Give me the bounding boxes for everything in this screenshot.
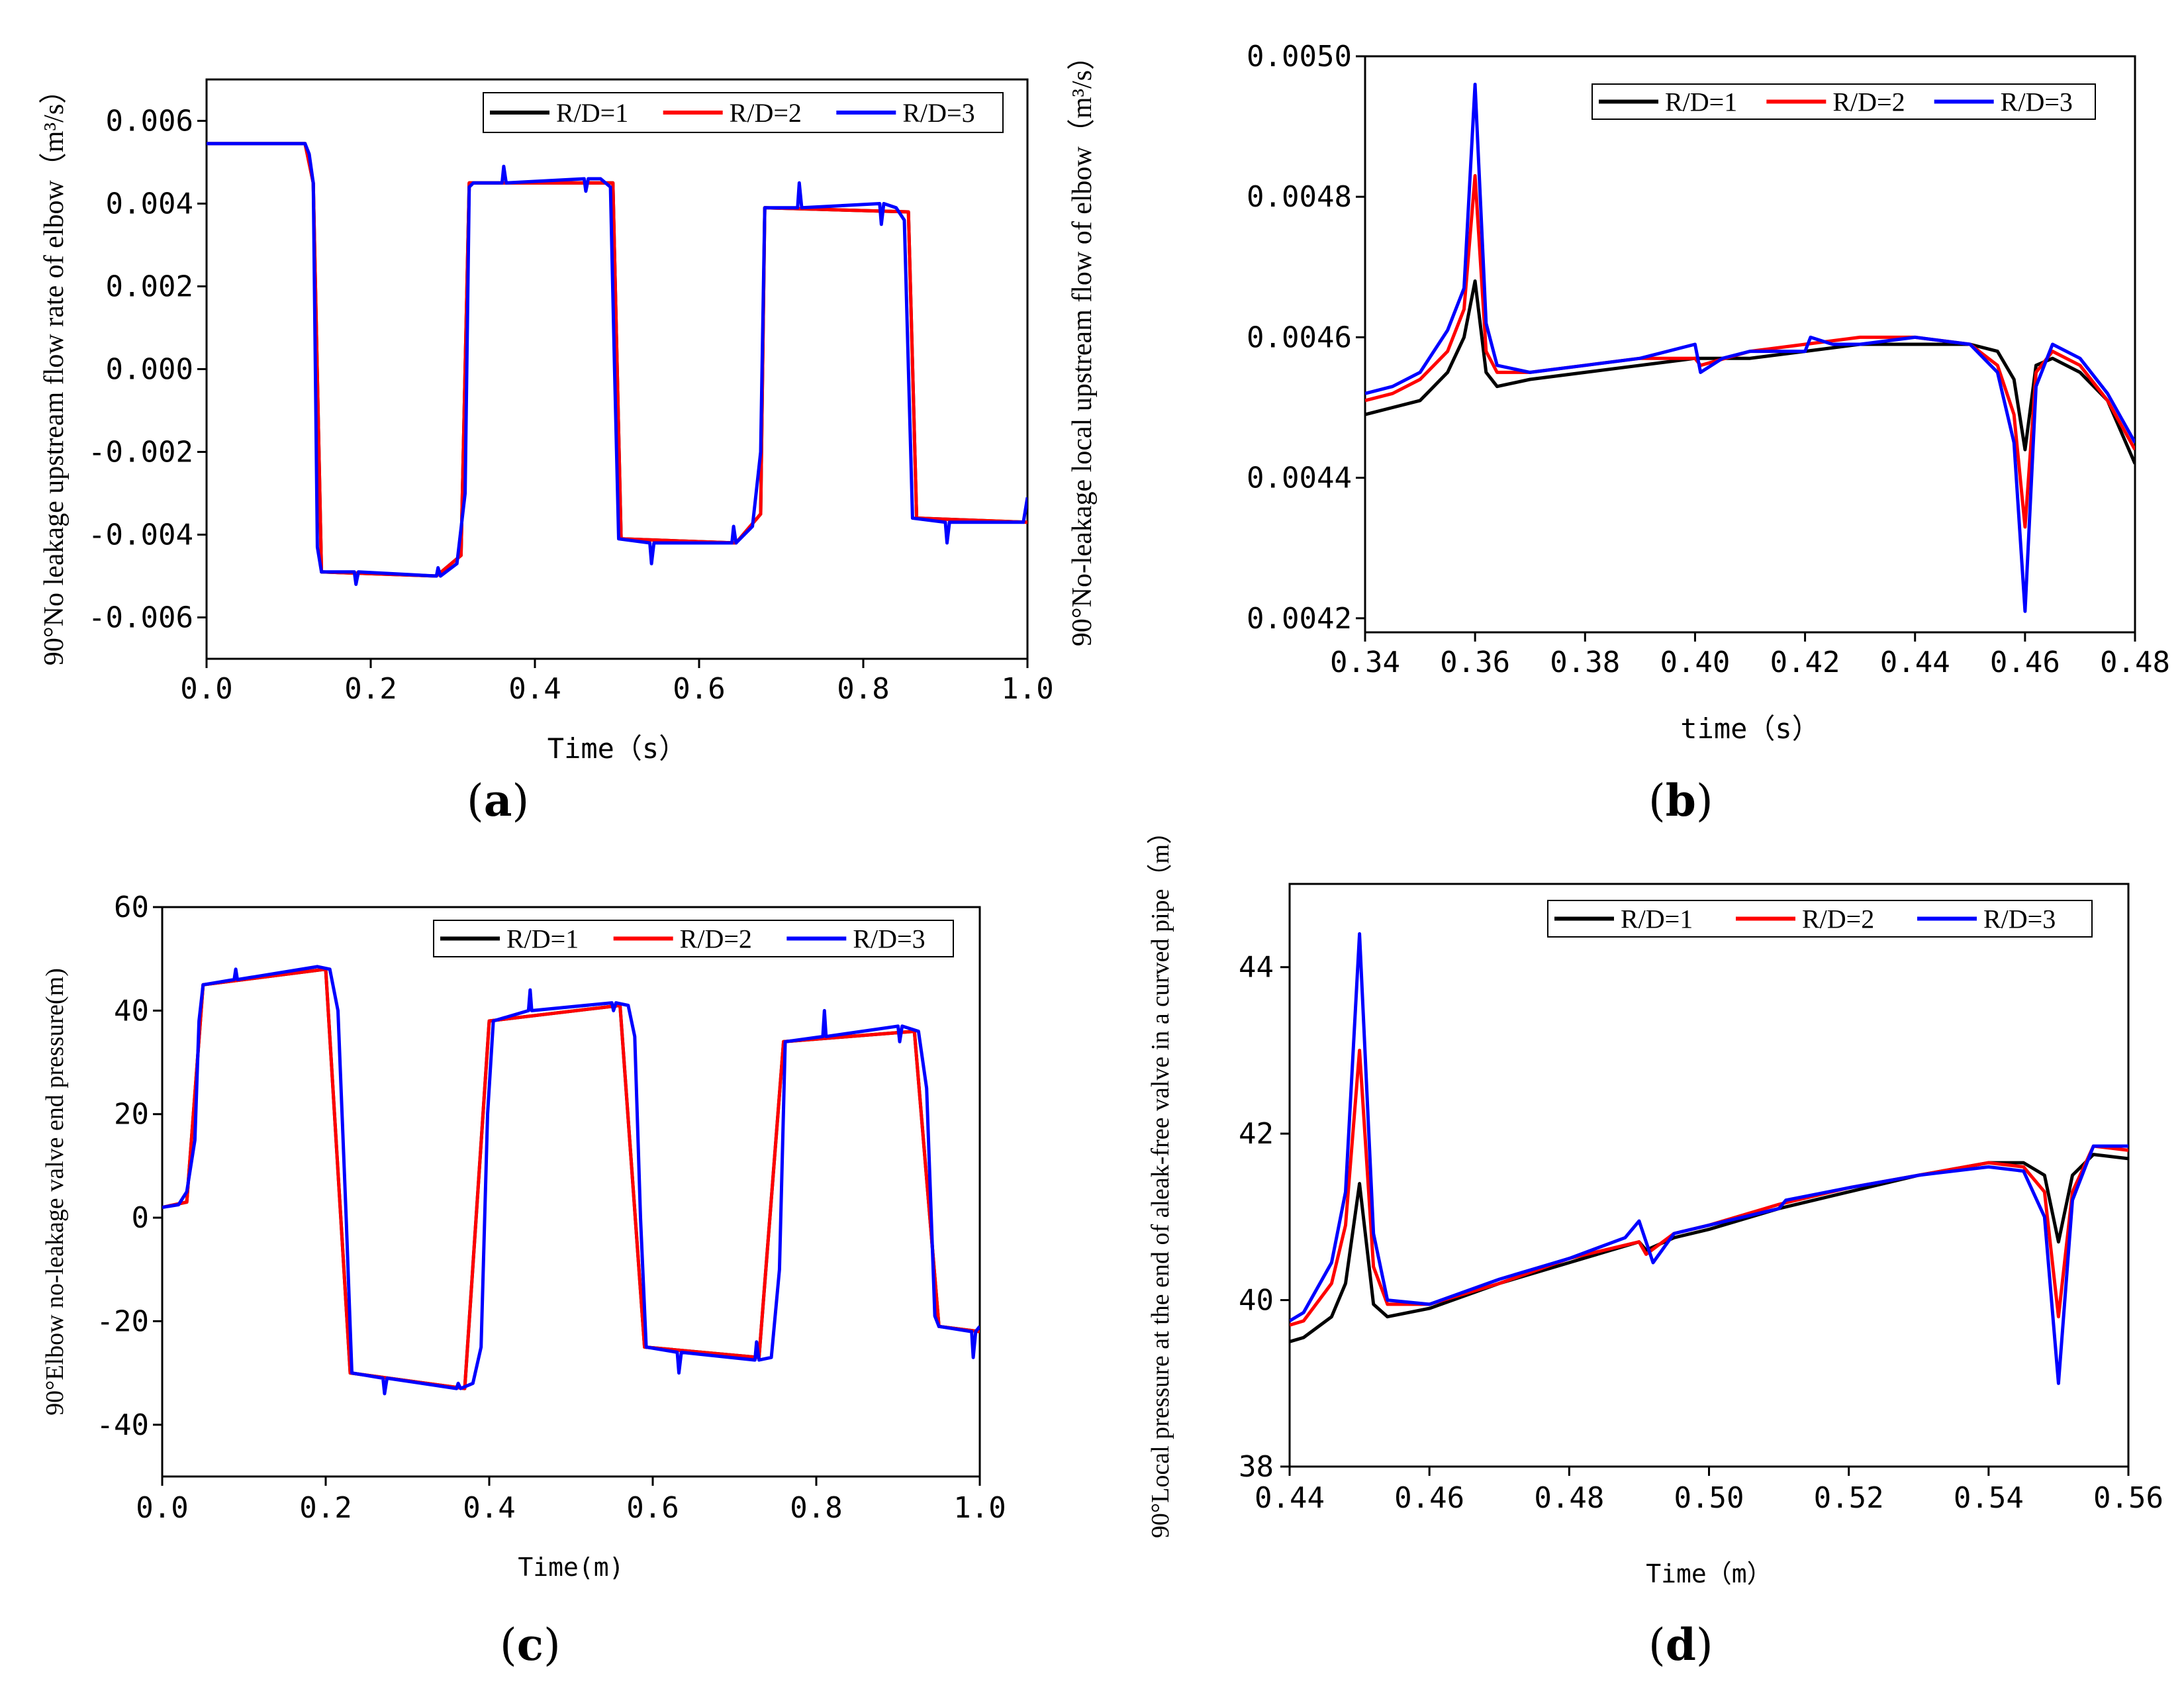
legend-label-2: R/D=2 [730,98,802,128]
chart-c-caption: (c) [500,1619,561,1671]
x-tick-label: 0.44 [1880,646,1950,679]
x-tick-label: 0.2 [344,672,397,706]
y-tick-label: 0.000 [106,353,193,387]
y-tick-label: -40 [97,1408,149,1442]
series-line-3 [162,965,980,1396]
x-tick-label: 0.4 [463,1491,515,1525]
y-tick-label: 0.0048 [1247,180,1352,214]
y-tick-label: 42 [1239,1117,1274,1151]
legend-label-1: R/D=1 [506,924,579,954]
x-tick-label: 0.42 [1770,646,1840,679]
legend-label-3: R/D=3 [2001,87,2073,117]
x-tick-label: 0.54 [1954,1481,2024,1515]
x-tick-label: 0.44 [1255,1481,1325,1515]
chart-d-panel: 0.44 0.46 0.48 0.50 0.52 0.54 0.56 44 42 40 38 R/D=… [1092,819,2184,1695]
series-group [207,142,1027,586]
legend-label-2: R/D=2 [1832,87,1905,117]
series-line-1 [1290,1153,2128,1343]
legend-label-2: R/D=2 [680,924,752,954]
x-tick-label: 0.36 [1440,646,1510,679]
chart-b-panel: 0.34 0.36 0.38 0.40 0.42 0.44 0.46 0.48 0.0050 0.… [1067,0,2184,828]
legend-box [1547,900,2093,938]
y-tick-label: -0.002 [88,436,193,469]
x-tick-label: 0.8 [790,1491,842,1525]
x-tick-label: 0.0 [180,672,232,706]
series-line-1 [1365,279,2135,465]
y-axis-label: 90°No leakage upstream flow rate of elbo… [39,76,70,665]
legend-box [433,920,954,957]
series-group [1290,932,2128,1385]
x-tick-label: 1.0 [1001,672,1053,706]
y-tick-label: 40 [1239,1284,1274,1318]
x-axis-label: Time（m） [1646,1559,1772,1588]
y-axis-label: 90°Local pressure at the end of aleak-fr… [1147,819,1174,1538]
y-tick-label: 0.006 [106,105,193,138]
x-tick-label: 0.48 [2100,646,2170,679]
x-tick-label: 0.8 [837,672,889,706]
y-tick-label: 0.0050 [1247,40,1352,73]
x-tick-label: 0.34 [1330,646,1400,679]
y-tick-label: 44 [1239,951,1274,985]
legend-box [483,92,1004,133]
y-tick-label: 60 [114,891,149,924]
chart-b-caption: (b) [1648,775,1713,826]
y-tick-label: -0.006 [88,601,193,635]
chart-a-svg: 0.0 0.2 0.4 0.6 0.8 1.0 0.006 0.004 0.002 0.000 -0… [39,76,1054,765]
chart-d-svg: 0.44 0.46 0.48 0.50 0.52 0.54 0.56 44 42 40 38 R/D=… [1147,819,2163,1588]
plot-frame [1288,883,2130,1468]
y-axis-label: 90°Elbow no-leakage valve end pressure(m… [41,968,69,1416]
chart-c-svg: 0.0 0.2 0.4 0.6 0.8 1.0 60 40 20 0 -20 -40 R/D=1 R/D=… [41,891,1006,1582]
chart-b-svg: 0.34 0.36 0.38 0.40 0.42 0.44 0.46 0.48 0.0050 0.… [1067,40,2170,745]
x-tick-label: 1.0 [953,1491,1006,1525]
chart-d-caption: (d) [1648,1619,1713,1671]
chart-a-panel: 0.0 0.2 0.4 0.6 0.8 1.0 0.006 0.004 0.002 0.000 -0… [0,0,1086,828]
legend-label-1: R/D=1 [556,98,628,128]
y-axis-label: 90°No-leakage local upstream flow of elb… [1067,42,1098,646]
y-tick-label: -20 [97,1304,149,1338]
x-tick-label: 0.40 [1660,646,1730,679]
y-tick-label: 20 [114,1098,149,1132]
x-tick-label: 0.6 [626,1491,679,1525]
x-tick-label: 0.0 [136,1491,188,1525]
legend-label-1: R/D=1 [1621,904,1693,934]
y-tick-label: 0 [132,1201,150,1235]
x-tick-label: 0.4 [508,672,561,706]
x-tick-label: 0.56 [2093,1481,2163,1515]
y-tick-label: 0.0046 [1247,320,1352,354]
y-tick-label: 0.0042 [1247,602,1352,636]
chart-c-panel: 0.0 0.2 0.4 0.6 0.8 1.0 60 40 20 0 -20 -40 R/D=1 R/D=… [0,841,1086,1695]
y-tick-label: 38 [1239,1450,1274,1484]
x-tick-label: 0.50 [1674,1481,1744,1515]
x-tick-label: 0.52 [1814,1481,1884,1515]
y-tick-label: 0.0044 [1247,461,1352,495]
series-line-3 [1290,932,2128,1385]
x-tick-label: 0.46 [1990,646,2060,679]
legend-box [1591,83,2096,120]
y-tick-label: 0.002 [106,270,193,304]
legend-label-1: R/D=1 [1665,87,1737,117]
legend-label-3: R/D=3 [853,924,925,954]
y-tick-label: 40 [114,994,149,1028]
x-tick-label: 0.6 [673,672,725,706]
x-axis-label: time（s） [1680,712,1819,745]
chart-a-caption: (a) [467,775,530,826]
y-tick-label: 0.004 [106,187,193,221]
x-tick-label: 0.46 [1394,1481,1464,1515]
legend-label-3: R/D=3 [902,98,974,128]
x-tick-label: 0.48 [1534,1481,1604,1515]
series-group [162,965,980,1396]
plot-frame [161,906,981,1478]
legend-label-3: R/D=3 [1983,904,2056,934]
legend-label-2: R/D=2 [1802,904,1874,934]
x-tick-label: 0.38 [1550,646,1620,679]
y-tick-label: -0.004 [88,518,193,552]
series-line-3 [1365,82,2135,613]
x-axis-label: Time(m) [518,1553,624,1582]
x-tick-label: 0.2 [299,1491,352,1525]
series-line-2 [1290,1048,2128,1327]
plot-frame [1364,55,2136,634]
series-group [1365,82,2135,613]
series-line-3 [207,142,1027,586]
x-axis-label: Time（s） [547,732,687,765]
